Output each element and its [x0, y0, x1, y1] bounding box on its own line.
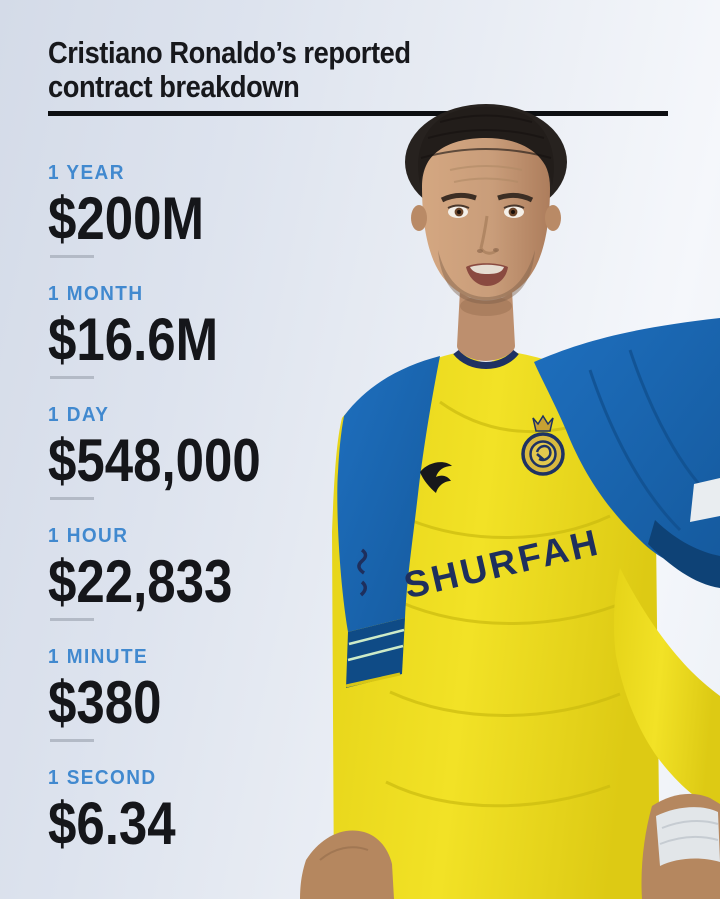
- right-sleeve-blue: [534, 318, 720, 570]
- sponsor-arabic-mark: [357, 548, 368, 597]
- forehead-lines: [449, 165, 523, 183]
- jersey-folds: [385, 400, 631, 808]
- stat-amount: $6.34: [48, 790, 176, 857]
- row-divider: [50, 618, 94, 621]
- row-divider: [50, 497, 94, 500]
- stat-amount: $22,833: [48, 548, 233, 615]
- stat-row: 1 YEAR $200M: [48, 150, 298, 271]
- head: [405, 104, 567, 304]
- eyes: [447, 204, 525, 218]
- stat-row: 1 DAY $548,000: [48, 376, 298, 513]
- club-crest-icon: [521, 414, 565, 476]
- stat-amount: $380: [48, 669, 162, 736]
- stat-period-label: 1 YEAR: [48, 162, 125, 184]
- jersey-collar: [453, 349, 519, 369]
- title-line-1: Cristiano Ronaldo’s reported: [48, 35, 411, 70]
- left-hand: [300, 672, 401, 899]
- stat-period-label: 1 SECOND: [48, 767, 157, 789]
- stubble-shading: [438, 250, 535, 304]
- stat-period-label: 1 MONTH: [48, 283, 144, 305]
- captain-armband: [346, 618, 405, 688]
- nose: [477, 215, 499, 255]
- stat-amount: $200M: [48, 185, 204, 252]
- white-armband: [690, 478, 720, 522]
- player-photo: SHURFAH: [300, 104, 720, 899]
- stat-row: 1 MINUTE $380: [48, 618, 298, 755]
- apparel-brand-icon: [420, 462, 452, 493]
- row-divider: [50, 376, 94, 379]
- right-ear: [545, 205, 561, 231]
- left-sleeve-blue: [337, 356, 440, 632]
- stat-row: 1 MONTH $16.6M: [48, 255, 298, 392]
- stat-period-label: 1 MINUTE: [48, 646, 149, 668]
- left-ear: [411, 205, 427, 231]
- hair-front: [418, 106, 554, 186]
- title-underline: [48, 111, 668, 116]
- row-divider: [50, 739, 94, 742]
- hair-texture: [420, 114, 552, 159]
- stat-row: 1 SECOND $6.34: [48, 739, 298, 876]
- stats-list: 1 YEAR $200M 1 MONTH $16.6M 1 DAY $548,0…: [48, 150, 298, 876]
- page-title: Cristiano Ronaldo’s reported contract br…: [48, 36, 411, 104]
- row-divider: [50, 255, 94, 258]
- right-eyebrow: [497, 192, 534, 203]
- stat-amount: $16.6M: [48, 306, 219, 373]
- chin-shadow: [460, 296, 512, 316]
- mouth: [466, 263, 508, 286]
- stat-period-label: 1 DAY: [48, 404, 110, 426]
- stat-period-label: 1 HOUR: [48, 525, 129, 547]
- title-line-2: contract breakdown: [48, 69, 300, 104]
- stat-amount: $548,000: [48, 427, 261, 494]
- left-eyebrow: [440, 192, 477, 203]
- sleeve-elbow-shadow: [648, 520, 720, 588]
- right-forearm-sleeve: [613, 568, 720, 812]
- stat-row: 1 HOUR $22,833: [48, 497, 298, 634]
- right-hand: [641, 793, 720, 899]
